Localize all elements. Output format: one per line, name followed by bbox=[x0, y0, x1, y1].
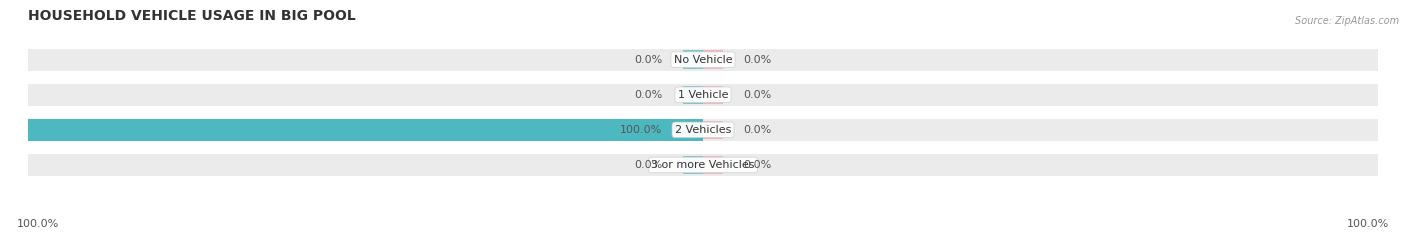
Bar bbox=[703, 156, 723, 174]
Text: 100.0%: 100.0% bbox=[17, 219, 59, 229]
Text: 0.0%: 0.0% bbox=[744, 90, 772, 100]
Text: 0.0%: 0.0% bbox=[634, 90, 662, 100]
Bar bbox=[28, 84, 1378, 106]
Bar bbox=[28, 49, 1378, 70]
Bar bbox=[28, 119, 1378, 141]
Bar bbox=[703, 85, 723, 104]
Bar bbox=[703, 50, 723, 69]
Text: 3 or more Vehicles: 3 or more Vehicles bbox=[651, 160, 755, 170]
Bar bbox=[28, 154, 1378, 176]
Bar bbox=[28, 119, 703, 141]
Text: Source: ZipAtlas.com: Source: ZipAtlas.com bbox=[1295, 16, 1399, 26]
Text: 1 Vehicle: 1 Vehicle bbox=[678, 90, 728, 100]
Text: HOUSEHOLD VEHICLE USAGE IN BIG POOL: HOUSEHOLD VEHICLE USAGE IN BIG POOL bbox=[28, 9, 356, 23]
Text: 0.0%: 0.0% bbox=[744, 55, 772, 65]
Bar bbox=[703, 121, 723, 139]
Bar bbox=[683, 85, 703, 104]
Text: 100.0%: 100.0% bbox=[620, 125, 662, 135]
Text: 0.0%: 0.0% bbox=[634, 55, 662, 65]
Text: 0.0%: 0.0% bbox=[744, 125, 772, 135]
Text: 0.0%: 0.0% bbox=[634, 160, 662, 170]
Text: No Vehicle: No Vehicle bbox=[673, 55, 733, 65]
Text: 100.0%: 100.0% bbox=[1347, 219, 1389, 229]
Bar bbox=[683, 50, 703, 69]
Bar bbox=[683, 156, 703, 174]
Text: 2 Vehicles: 2 Vehicles bbox=[675, 125, 731, 135]
Text: 0.0%: 0.0% bbox=[744, 160, 772, 170]
